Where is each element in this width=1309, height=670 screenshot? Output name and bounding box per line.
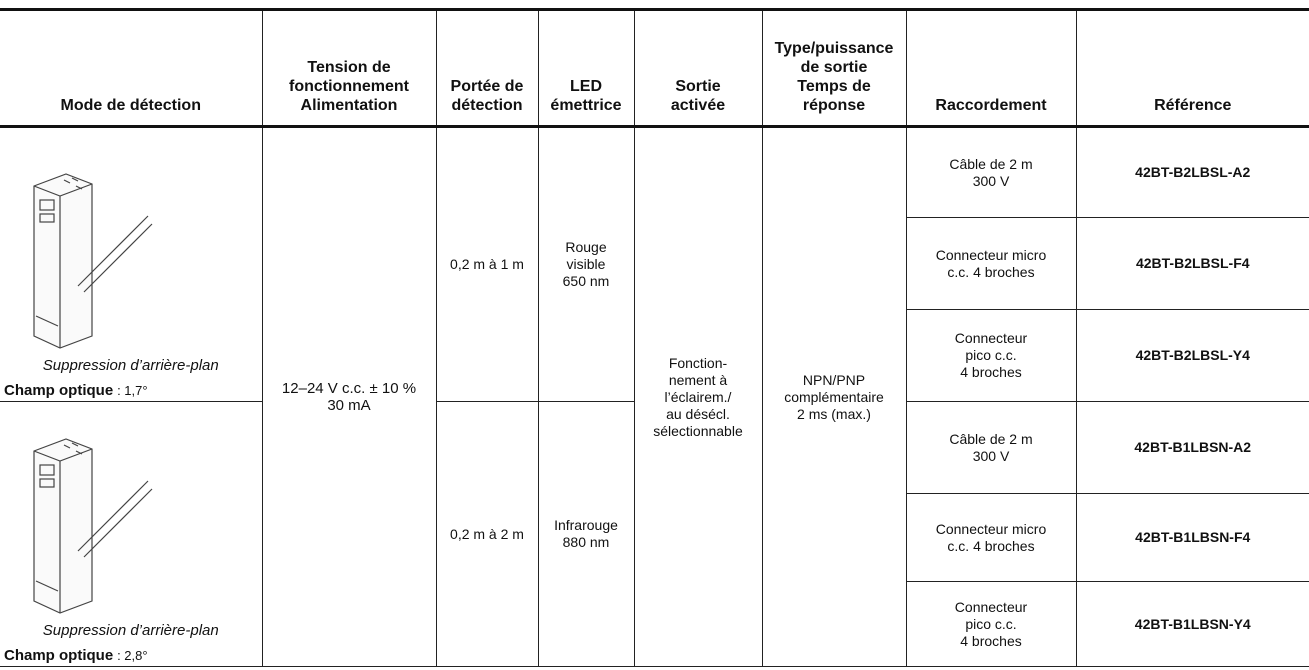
header-row: Mode de détection Tension de fonctionnemen… <box>0 8 1309 128</box>
header-cell: Mode de détection <box>0 8 263 128</box>
cell-line: pico c.c. <box>965 615 1017 632</box>
cell-line: Câble de 2 m <box>949 430 1033 447</box>
table-wrap: Mode de détection Tension de fonctionnemen… <box>0 8 1309 667</box>
cell-line: 650 nm <box>562 273 610 289</box>
cell-line: Connecteur <box>954 598 1028 615</box>
field-label: Champ optique <box>4 382 114 399</box>
header-cell: Référence <box>1075 8 1309 128</box>
range-cell: 0,2 m à 1 m <box>435 126 539 402</box>
cell-line: Connecteur <box>954 330 1028 346</box>
header-cell: Portée de détection <box>435 8 539 128</box>
mode-description: Suppression d’arrière-plan <box>42 622 219 639</box>
output-cell: Fonction-nement à l’éclairem./au désécl. s… <box>633 126 763 667</box>
cell-line: Fonction- <box>668 354 728 371</box>
led-cell: Rouge visible 650 nm <box>537 126 635 402</box>
connection-cell: Connecteur micro c.c. 4 broches <box>906 493 1077 582</box>
cell-line: 12–24 V c.c. ± 10 % <box>281 380 417 397</box>
header-cell: LED émettrice <box>537 8 635 128</box>
body-row: Connecteur pico c.c. 4 broches 42BT-B1LBSN-… <box>0 581 1309 667</box>
cell-line: Alimentation <box>300 97 398 114</box>
reference-cell: 42BT-B1LBSN-A2 <box>1075 401 1309 494</box>
mode-cell: Suppression d’arrière-plan Champ optique … <box>0 126 263 402</box>
header-cell: Tension de fonctionnement Alimentation <box>261 8 437 128</box>
header-cell: Raccordement <box>905 8 1077 128</box>
cell-line: 880 nm <box>562 534 610 550</box>
supply-cell: 12–24 V c.c. ± 10 % 30 mA <box>261 126 437 667</box>
cell-line: complémentaire <box>784 388 884 405</box>
cell-line: émettrice <box>550 97 622 114</box>
cell-line: Câble de 2 m <box>949 155 1033 172</box>
cell-line: 30 mA <box>327 397 371 414</box>
connection-cell: Câble de 2 m 300 V <box>905 401 1077 494</box>
led-cell: Infrarouge 880 nm <box>537 401 635 667</box>
sensor-illustration <box>33 173 153 349</box>
cell-line: Sortie <box>675 78 721 95</box>
reference-cell: 42BT-B2LBSL-A2 <box>1075 126 1309 218</box>
cell-line: activée <box>670 97 726 114</box>
reference-cell: 42BT-B1LBSN-F4 <box>1075 493 1309 582</box>
header-cell: Sortie activée <box>633 8 763 128</box>
reference-cell: 42BT-B2LBSL-Y4 <box>1075 309 1309 402</box>
connection-cell: Câble de 2 m 300 V <box>905 126 1077 218</box>
cell-line: Référence <box>1154 97 1232 114</box>
cell-line: NPN/PNP <box>802 371 866 388</box>
cell-line: Type/puissance <box>774 40 894 57</box>
body-row: Suppression d’arrière-plan Champ optique … <box>0 126 1309 667</box>
product-table: Mode de détection Tension de fonctionnemen… <box>0 8 1309 667</box>
cell-line: 300 V <box>972 447 1010 464</box>
cell-line: Rouge <box>565 239 607 255</box>
cell-line: 4 broches <box>960 364 1022 380</box>
cell-line: visible <box>566 256 606 272</box>
cell-line: au désécl. <box>666 405 730 422</box>
connection-cell: Connecteur micro c.c. 4 broches <box>906 217 1077 310</box>
field-value: : 2,8° <box>117 648 148 663</box>
cell-line: Portée de <box>450 78 524 95</box>
connection-cell: Connecteur pico c.c. 4 broches <box>906 581 1077 667</box>
cell-line: détection <box>451 97 523 114</box>
reference-cell: 42BT-B1LBSN-Y4 <box>1075 581 1309 667</box>
cell-line: Temps de <box>797 78 871 95</box>
sensor-illustration <box>33 438 153 614</box>
cell-line: sélectionnable <box>653 422 743 439</box>
cell-line: Connecteur micro <box>935 246 1047 263</box>
header-cell: Type/puissance de sortie Temps de réponse <box>761 8 907 128</box>
mode-cell: Suppression d’arrière-plan Champ optique … <box>0 401 263 667</box>
cell-line: pico c.c. <box>965 347 1017 363</box>
field-label: Champ optique <box>4 647 114 664</box>
cell-line: LED <box>570 78 602 95</box>
range-cell: 0,2 m à 2 m <box>435 401 539 667</box>
body-row: Connecteur micro c.c. 4 broches 42BT-B1LBS… <box>0 493 1309 582</box>
cell-line: Tension de <box>307 59 391 76</box>
cell-line: 300 V <box>972 172 1010 189</box>
field-value: : 1,7° <box>117 383 148 398</box>
cell-line: réponse <box>802 97 866 114</box>
cell-line: l’éclairem./ <box>664 388 732 405</box>
cell-line: Mode de détection <box>60 97 201 114</box>
cell-line: c.c. 4 broches <box>947 263 1035 280</box>
cell-line: nement à <box>668 371 728 388</box>
cell-line: Infrarouge <box>554 517 618 533</box>
cell-line: 4 broches <box>960 632 1022 649</box>
output-type-cell: NPN/PNP complémentaire 2 ms (max.) <box>761 126 907 667</box>
cell-line: c.c. 4 broches <box>947 537 1035 554</box>
cell-line: Connecteur micro <box>935 520 1047 537</box>
reference-cell: 42BT-B2LBSL-F4 <box>1075 217 1309 310</box>
cell-line: 2 ms (max.) <box>797 405 871 422</box>
body-row: Connecteur micro c.c. 4 broches 42BT-B2LBS… <box>0 217 1309 310</box>
connection-cell: Connecteur pico c.c. 4 broches <box>906 309 1077 402</box>
cell-line: de sortie <box>800 59 868 76</box>
mode-description: Suppression d’arrière-plan <box>42 357 219 374</box>
cell-line: fonctionnement <box>289 78 409 95</box>
body-row: Connecteur pico c.c. 4 broches 42BT-B2LBSL-… <box>0 309 1309 402</box>
cell-line: Raccordement <box>935 97 1047 114</box>
